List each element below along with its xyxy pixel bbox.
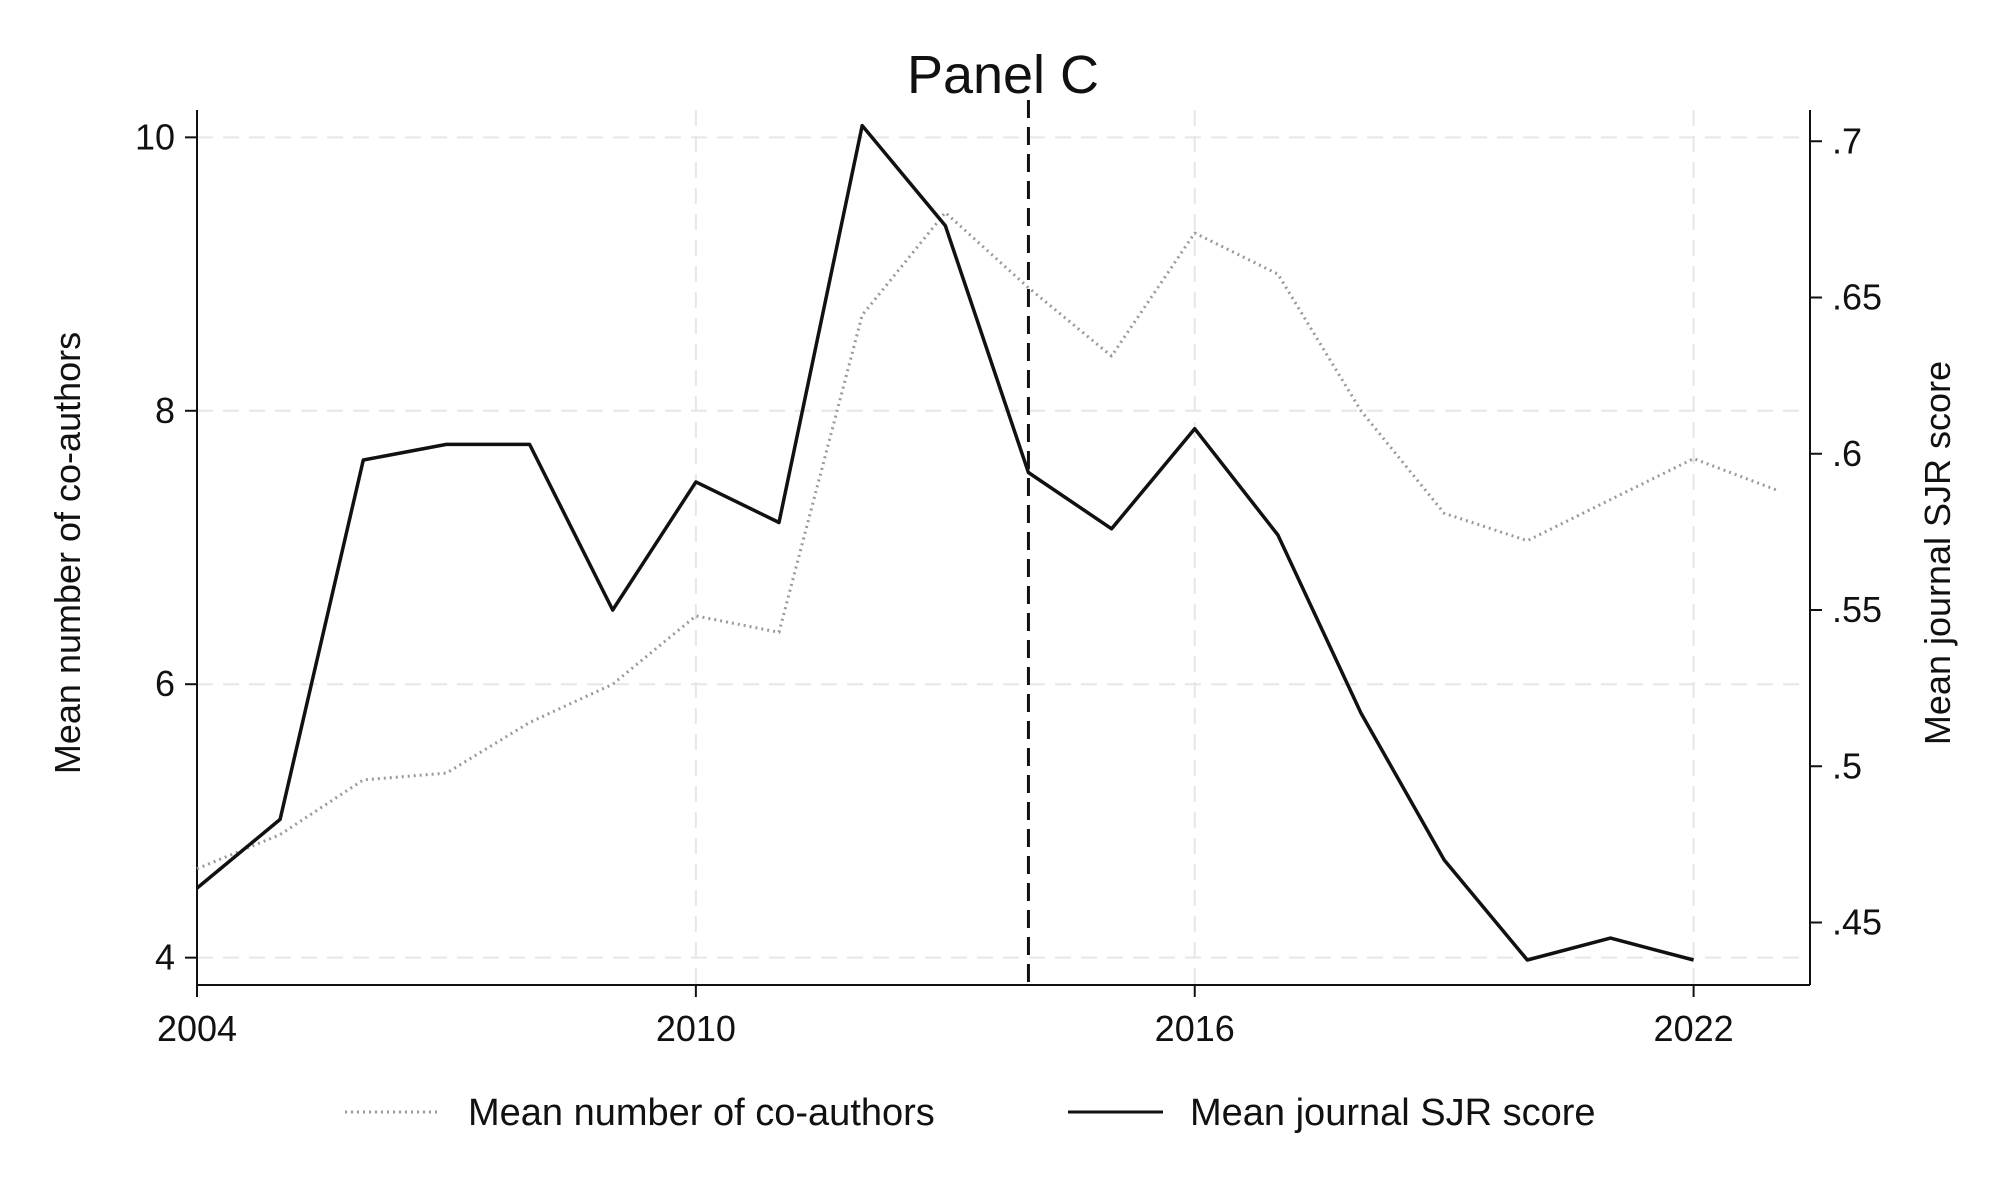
series-line-sjr bbox=[195, 123, 1695, 962]
y-left-tick-label: 4 bbox=[155, 937, 175, 978]
legend: Mean number of co-authors Mean journal S… bbox=[345, 1092, 1596, 1134]
series-layer bbox=[195, 123, 1778, 962]
y-right-axis-label: Mean journal SJR score bbox=[1917, 361, 1958, 745]
x-tick-label: 2004 bbox=[157, 1008, 237, 1049]
y-left-tick-label: 8 bbox=[155, 390, 175, 431]
x-tick-label: 2022 bbox=[1654, 1008, 1734, 1049]
legend-label-coauthors: Mean number of co-authors bbox=[468, 1092, 935, 1134]
y-right-tick-label: .5 bbox=[1832, 745, 1862, 786]
y-right-tick-label: .45 bbox=[1832, 902, 1882, 943]
y-right-tick-label: .55 bbox=[1832, 589, 1882, 630]
x-tick-label: 2016 bbox=[1155, 1008, 1235, 1049]
y-right-tick-label: .6 bbox=[1832, 433, 1862, 474]
tick-layer: 2004 2010 2016 2022 4 6 8 10 .45 .5 .55 .6 .65 .7 bbox=[135, 116, 1882, 1049]
chart-title: Panel C bbox=[907, 45, 1099, 105]
y-left-axis-label: Mean number of co-authors bbox=[47, 332, 88, 774]
y-right-tick-label: .65 bbox=[1832, 277, 1882, 318]
y-left-tick-label: 6 bbox=[155, 663, 175, 704]
y-right-tick-label: .7 bbox=[1832, 120, 1862, 161]
series-line-coauthors bbox=[196, 211, 1778, 871]
x-tick-label: 2010 bbox=[656, 1008, 736, 1049]
y-left-tick-label: 10 bbox=[135, 116, 175, 157]
legend-label-sjr: Mean journal SJR score bbox=[1190, 1092, 1596, 1134]
grid-layer bbox=[196, 110, 1810, 985]
